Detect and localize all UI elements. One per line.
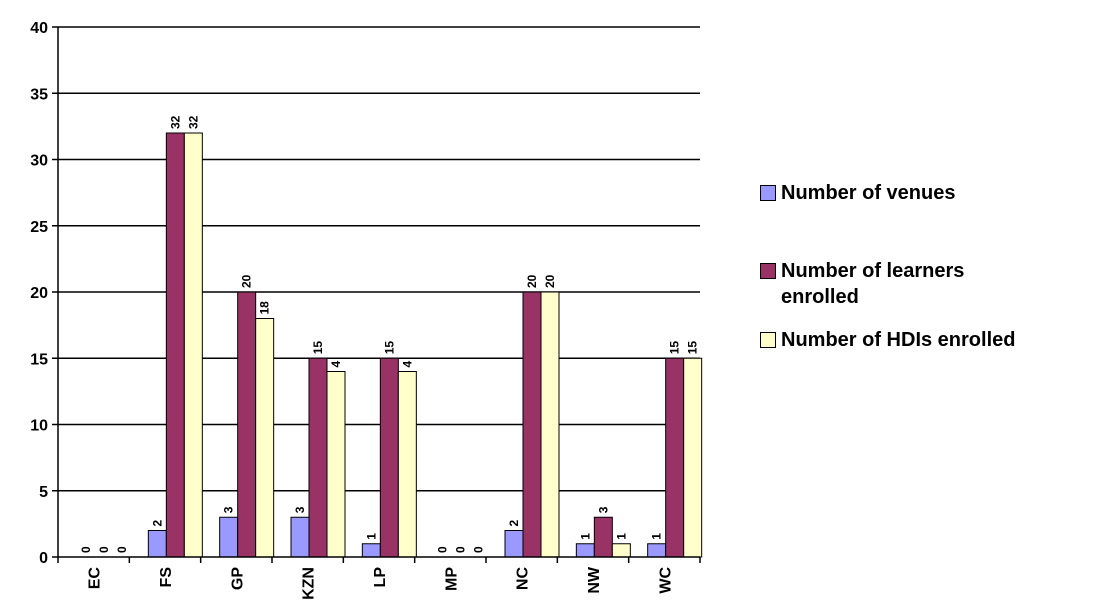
- bar: [611, 543, 631, 558]
- data-label: 2: [507, 520, 521, 527]
- legend-label-learners: Number of learners enrolled: [781, 260, 965, 308]
- data-label: 15: [311, 341, 325, 355]
- y-tick-label: 40: [30, 20, 48, 37]
- bar: [575, 543, 595, 558]
- y-tick-label: 15: [30, 351, 48, 368]
- data-label: 3: [293, 506, 307, 513]
- x-category-label: WC: [657, 567, 674, 594]
- y-tick-label: 0: [39, 550, 48, 567]
- data-label: 20: [240, 274, 254, 288]
- bar: [237, 291, 257, 558]
- bar: [683, 357, 703, 558]
- gridlines: [58, 26, 700, 492]
- y-tick-label: 30: [30, 153, 48, 170]
- x-category-label: EC: [87, 567, 104, 590]
- y-tick-label: 10: [30, 418, 48, 435]
- data-label: 0: [454, 546, 468, 553]
- data-label: 20: [543, 274, 557, 288]
- data-label: 18: [258, 301, 272, 315]
- x-category-label: GP: [229, 567, 246, 590]
- bar: [165, 132, 185, 558]
- bar: [540, 291, 560, 558]
- bar: [255, 318, 275, 558]
- bar: [326, 371, 346, 558]
- bar: [361, 543, 381, 558]
- y-tick-label: 35: [30, 86, 48, 103]
- legend-swatch-learners: [760, 263, 776, 279]
- data-label: 2: [150, 520, 164, 527]
- x-category-label: KZN: [301, 567, 318, 600]
- bar: [397, 371, 417, 558]
- data-label: 15: [668, 341, 682, 355]
- data-label: 0: [97, 546, 111, 553]
- y-tick-label: 20: [30, 285, 48, 302]
- data-label: 3: [222, 506, 236, 513]
- bar: [593, 516, 613, 558]
- data-label: 1: [650, 533, 664, 540]
- data-label: 0: [472, 546, 486, 553]
- x-category-label: LP: [372, 567, 389, 588]
- data-label: 15: [686, 341, 700, 355]
- data-label: 4: [329, 361, 343, 368]
- y-tick-label: 25: [30, 219, 48, 236]
- y-axis-ticks: 0 5 10 15 20 25 30 35 40: [30, 20, 58, 567]
- x-category-label: NC: [515, 567, 532, 591]
- data-label: 3: [596, 506, 610, 513]
- data-label: 32: [168, 115, 182, 129]
- data-label: 1: [578, 533, 592, 540]
- legend-label-venues: Number of venues: [781, 182, 956, 204]
- legend-swatch-venues: [760, 185, 776, 201]
- bar: [504, 530, 524, 558]
- x-axis-categories: EC FS GP KZN LP MP NC NW WC: [87, 566, 675, 600]
- bar: [147, 530, 167, 558]
- data-label: 15: [382, 341, 396, 355]
- bar: [665, 357, 685, 558]
- bar: [379, 357, 399, 558]
- data-label: 4: [400, 361, 414, 368]
- axes: [57, 27, 701, 563]
- data-label: 1: [614, 533, 628, 540]
- data-label: 32: [186, 115, 200, 129]
- bar: [647, 543, 667, 558]
- data-label: 20: [525, 274, 539, 288]
- data-labels: 0 2 3 3 1 0 2 1 1 0 32 20 15 15 0 20 3 15 0 32 18 4 4 0 20 1 15: [79, 115, 700, 553]
- legend-swatch-hdis: [760, 332, 776, 348]
- y-tick-label: 5: [39, 484, 48, 501]
- bar: [522, 291, 542, 558]
- x-category-label: FS: [158, 567, 175, 588]
- bars: [147, 132, 703, 558]
- data-label: 0: [115, 546, 129, 553]
- bar: [183, 132, 203, 558]
- x-category-label: MP: [443, 567, 460, 591]
- x-category-label: NW: [586, 566, 603, 594]
- data-label: 0: [436, 546, 450, 553]
- bar: [290, 516, 310, 558]
- bar: [219, 516, 239, 558]
- bar: [308, 357, 328, 558]
- data-label: 0: [79, 546, 93, 553]
- data-label: 1: [364, 533, 378, 540]
- legend-label-hdis: Number of HDIs enrolled: [781, 329, 1016, 351]
